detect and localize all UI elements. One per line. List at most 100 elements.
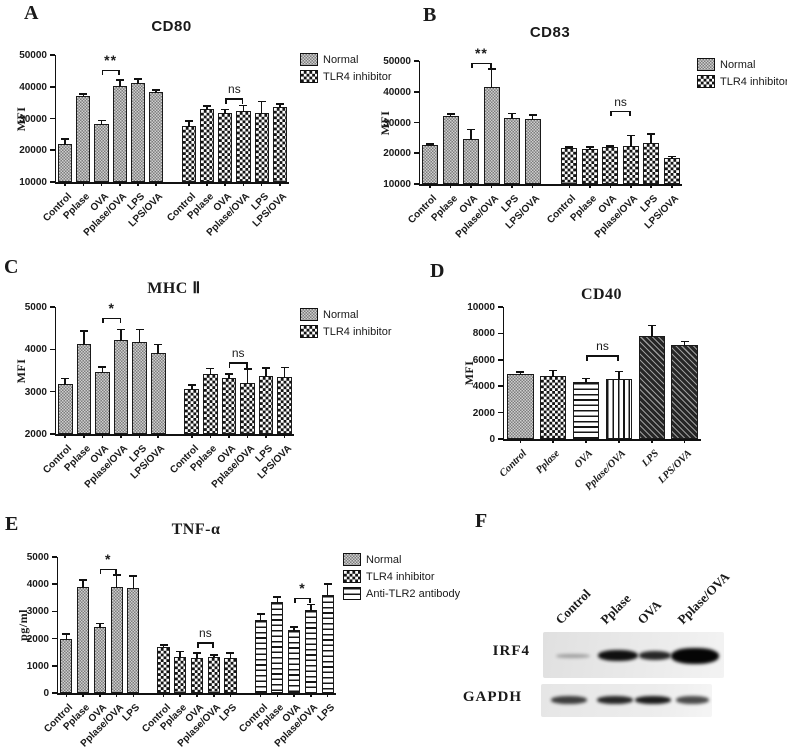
panel-letter-D: D [430,260,445,282]
panel-letter-E: E [5,513,19,535]
bar-lps [258,376,274,434]
x-tick-mark [138,434,141,438]
bar-pplase [271,602,284,693]
bar-pplase [442,116,459,184]
plot-area: 2000 3000 4000 5000 Control Pplase OVA Pplase/O… [25,301,294,490]
error-bar-cap [565,146,574,148]
y-tick-label: 10000 [383,179,411,190]
significance-label: ** [104,51,118,68]
significance-label: ns [228,82,241,97]
panel-letter-B: B [423,4,437,26]
x-tick-mark [212,693,215,697]
bar-lps [127,588,140,693]
x-tick-mark [100,182,103,186]
error-bar-cap [184,119,193,122]
error-bar-stem [279,104,281,109]
error-bar-cap [239,104,248,107]
bar-pplase-ova [304,609,317,693]
x-tick-mark [155,182,157,186]
error-bar-cap [79,330,88,332]
blot-membrane-irf4 [543,632,724,678]
significance-label: ns [199,626,212,641]
bar-pplase [76,96,91,182]
y-tick-label: 50000 [383,56,411,67]
bar-control [58,143,73,182]
bar-lps-ova [272,107,287,182]
significance-bracket-end [115,568,117,575]
error-bar-stem [64,378,67,386]
error-bar-stem [64,138,66,145]
error-bar-cap [133,78,142,80]
x-tick-mark [209,434,212,438]
error-bar-cap [467,128,476,131]
y-tick-label: 2000 [472,407,495,419]
legend: Normal TLR4 inhibitor [300,53,391,87]
significance-label: ** [474,44,488,61]
error-bar-cap [606,145,615,147]
x-tick-mark [246,434,249,438]
bar-ova [602,147,619,184]
error-bar-stem [118,80,121,88]
bar-pplase-ova [605,379,633,439]
x-tick-mark [260,182,263,186]
bar-control [507,373,534,439]
x-tick-mark [531,184,534,188]
plot-area: 10000 20000 30000 40000 50000 Control Pplase OV… [19,50,289,238]
blot-row-label: GAPDH [462,689,522,705]
error-bar-stem [293,626,295,632]
legend-swatch [343,553,361,566]
error-bar-stem [618,371,620,381]
error-bar-stem [246,368,249,384]
error-bar-stem [229,652,232,659]
x-tick-mark [449,184,452,188]
error-bar-stem [120,329,122,341]
panel-E: E TNF-α pg/ml 0 1000 2000 3000 4000 5000 Control… [0,505,480,749]
bar-pplase [77,586,90,693]
error-bar-stem [310,604,312,611]
y-tick-label: 0 [43,688,49,699]
legend-label: Normal [720,58,756,71]
significance-bracket-end [119,317,122,324]
protein-band [635,695,671,704]
x-tick-mark [118,182,121,186]
panel-letter-F: F [475,510,488,532]
x-tick-mark [519,439,522,443]
error-bar-cap [129,575,138,577]
error-bar-stem [265,367,267,378]
significance-bracket [99,568,117,571]
significance-bracket-end [629,110,631,117]
error-bar-cap [159,644,168,646]
bar-lps-ova [524,118,541,184]
significance-bracket-end [586,355,588,361]
error-bar-cap [487,67,496,70]
legend-label: Normal [366,553,402,566]
x-tick-mark [276,693,279,697]
chart-title: CD40 [580,286,623,303]
bar-ova [95,372,110,434]
x-tick-mark [82,693,84,697]
bar-pplase-ova [240,382,255,434]
y-tick-mark [497,411,503,414]
error-bar-stem [630,135,632,147]
legend-label: TLR4 inhibitor [323,325,392,338]
legend-swatch [343,570,361,583]
significance-bracket-end [102,317,104,324]
error-bar-stem [228,373,230,380]
significance-bracket-end [610,110,612,117]
legend-item: Normal [300,53,391,66]
bar-lps [224,657,237,693]
y-tick-mark [413,152,419,155]
y-tick-label: 10000 [467,302,495,313]
significance-label: ns [231,346,245,361]
significance-bracket-end [99,568,102,575]
bar-lps [130,82,145,182]
significance-bracket-end [490,62,492,69]
legend-label: Normal [323,308,359,321]
bar-lps [638,335,665,439]
y-tick-mark [413,121,419,124]
x-tick-mark [326,693,329,697]
protein-band [639,651,671,661]
bar-control [58,384,73,434]
error-bar-cap [273,596,282,598]
y-tick-label: 4000 [24,344,47,356]
